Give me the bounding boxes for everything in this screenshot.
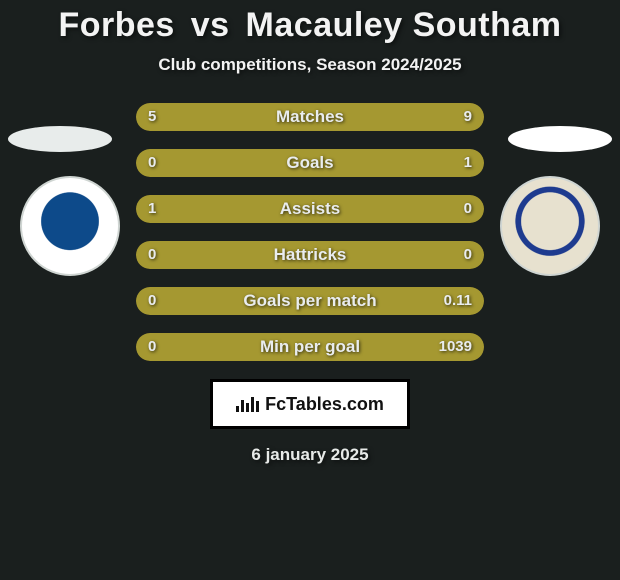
date-label: 6 january 2025 xyxy=(0,445,620,465)
stats-panel: 59Matches 01Goals 10Assists 00Hattricks 00.1… xyxy=(136,103,484,361)
player2-crest-icon xyxy=(500,176,600,276)
stat-fill-right xyxy=(199,287,484,315)
stat-fill-left xyxy=(136,195,421,223)
stat-fill-left xyxy=(136,103,260,131)
stat-row: 00.11Goals per match xyxy=(136,287,484,315)
stat-row: 01Goals xyxy=(136,149,484,177)
brand-bars-icon xyxy=(236,397,259,412)
stat-fill-left xyxy=(136,241,310,269)
stat-row: 59Matches xyxy=(136,103,484,131)
player1-name: Forbes xyxy=(58,6,174,44)
stat-fill-right xyxy=(199,149,484,177)
stat-fill-right xyxy=(421,195,484,223)
stat-fill-right xyxy=(199,333,484,361)
stat-fill-left xyxy=(136,333,199,361)
player2-name: Macauley Southam xyxy=(246,6,562,44)
stat-row: 01039Min per goal xyxy=(136,333,484,361)
stat-row: 00Hattricks xyxy=(136,241,484,269)
player1-crest-icon xyxy=(20,176,120,276)
vs-label: vs xyxy=(191,6,230,44)
brand-badge: FcTables.com xyxy=(210,379,410,429)
stat-row: 10Assists xyxy=(136,195,484,223)
player2-shadow-ellipse xyxy=(508,126,612,152)
infographic-root: Forbes vs Macauley Southam Club competit… xyxy=(0,0,620,580)
stat-fill-left xyxy=(136,149,199,177)
page-title: Forbes vs Macauley Southam xyxy=(0,6,620,45)
player1-shadow-ellipse xyxy=(8,126,112,152)
stat-fill-right xyxy=(260,103,484,131)
brand-text: FcTables.com xyxy=(265,394,384,415)
subtitle: Club competitions, Season 2024/2025 xyxy=(0,55,620,75)
stat-fill-right xyxy=(310,241,484,269)
stat-fill-left xyxy=(136,287,199,315)
